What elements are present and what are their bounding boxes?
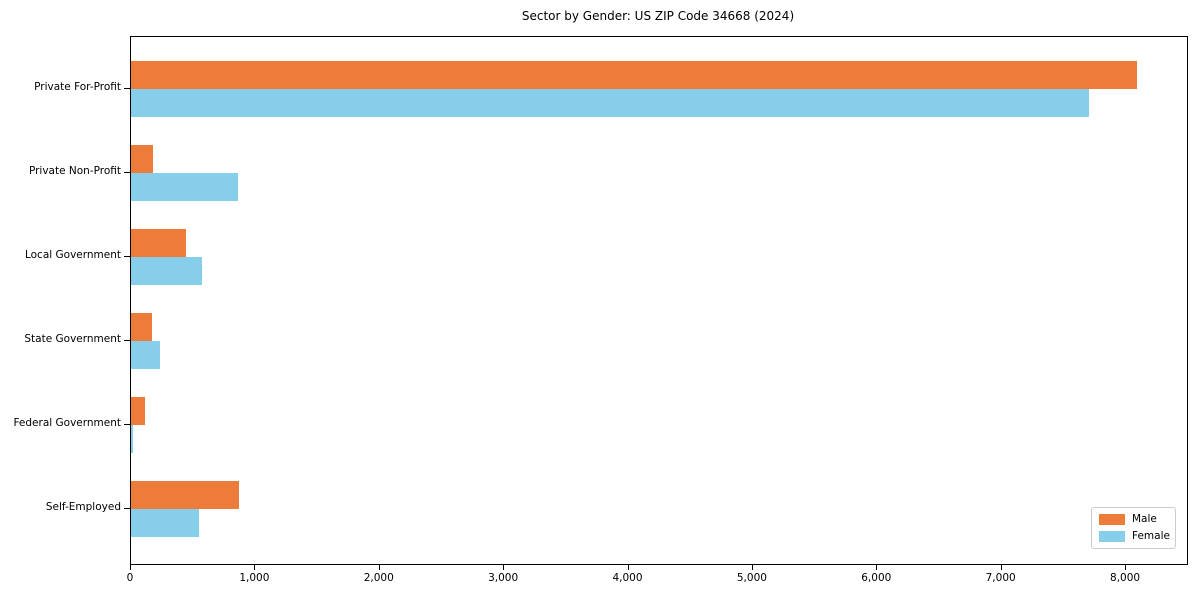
legend-swatch-female: [1099, 530, 1125, 542]
x-tick-label: 7,000: [985, 572, 1016, 584]
x-tick-label: 4,000: [612, 572, 643, 584]
x-tick-label: 3,000: [488, 572, 519, 584]
bar-female-3: [131, 341, 161, 369]
bar-male-3: [131, 313, 153, 341]
x-tick-mark: [751, 565, 753, 570]
y-tick-mark: [124, 340, 130, 341]
x-tick-label: 2,000: [363, 572, 394, 584]
legend: Male Female: [1091, 507, 1176, 549]
x-tick-mark: [1125, 565, 1127, 570]
bar-male-5: [131, 481, 239, 509]
x-tick-mark: [876, 565, 878, 570]
y-tick-label: State Government: [24, 333, 121, 345]
y-tick-label: Local Government: [24, 249, 121, 261]
bar-female-2: [131, 257, 202, 285]
y-tick-label: Self-Employed: [45, 501, 121, 513]
bar-male-4: [131, 397, 145, 425]
x-tick-mark: [378, 565, 380, 570]
y-tick-label: Federal Government: [13, 417, 121, 429]
bar-female-1: [131, 173, 238, 201]
y-tick-mark: [124, 508, 130, 509]
plot-area: [130, 36, 1188, 565]
y-tick-mark: [124, 256, 130, 257]
x-tick-label: 6,000: [861, 572, 892, 584]
y-tick-label: Private For-Profit: [34, 81, 121, 93]
legend-swatch-male: [1099, 513, 1125, 525]
x-tick-mark: [627, 565, 629, 570]
x-tick-mark: [254, 565, 256, 570]
bar-male-0: [131, 61, 1138, 89]
x-tick-mark: [1000, 565, 1002, 570]
x-tick-mark: [503, 565, 505, 570]
y-tick-mark: [124, 88, 130, 89]
y-tick-label: Private Non-Profit: [28, 165, 121, 177]
x-tick-mark: [130, 565, 131, 570]
bar-female-5: [131, 509, 200, 537]
chart-title: Sector by Gender: US ZIP Code 34668 (202…: [521, 9, 795, 23]
legend-label-female: Female: [1132, 530, 1170, 542]
x-tick-label: 5,000: [736, 572, 767, 584]
legend-label-male: Male: [1132, 513, 1157, 525]
bar-female-4: [131, 425, 134, 453]
legend-item-male: Male: [1099, 513, 1168, 525]
x-tick-label: 0: [126, 572, 134, 584]
y-tick-mark: [124, 172, 130, 173]
x-tick-label: 1,000: [239, 572, 270, 584]
legend-item-female: Female: [1099, 530, 1170, 542]
y-tick-mark: [124, 424, 130, 425]
bar-male-1: [131, 145, 154, 173]
bar-female-0: [131, 89, 1089, 117]
bar-male-2: [131, 229, 186, 257]
x-tick-label: 8,000: [1110, 572, 1141, 584]
